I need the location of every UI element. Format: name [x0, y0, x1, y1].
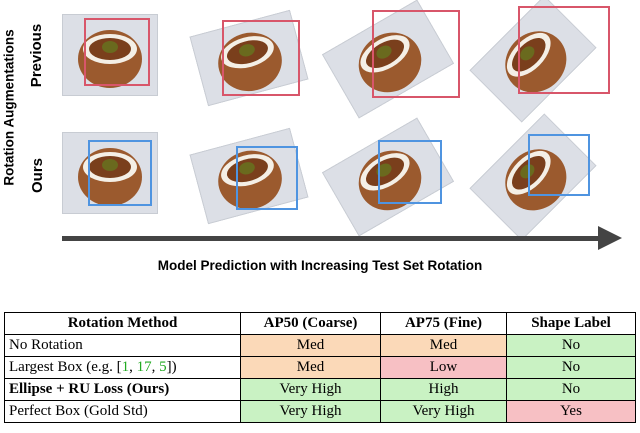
shape-label-cell: No	[506, 356, 636, 379]
shape-label-cell: No	[506, 334, 636, 357]
method-cell: Largest Box (e.g. [1, 17, 5])	[4, 356, 241, 379]
results-table: Rotation Method AP50 (Coarse) AP75 (Fine…	[4, 312, 636, 423]
table-body: No Rotation Med Med No Largest Box (e.g. [1,…	[4, 334, 636, 423]
table-row: Ellipse + RU Loss (Ours) Very High High No	[4, 378, 636, 401]
method-text: ,	[129, 359, 137, 375]
rotation-arrow-shaft	[62, 236, 602, 241]
method-text: ])	[166, 359, 177, 375]
rotation-figure: Rotation Augmentations Previous Ours Mod…	[1, 0, 622, 273]
ap75-cell: High	[380, 378, 507, 401]
bounding-box-previous-2	[222, 20, 300, 96]
shape-label-cell: Yes	[506, 400, 636, 423]
method-cell: Ellipse + RU Loss (Ours)	[4, 378, 241, 401]
ap50-cell: Very High	[240, 378, 381, 401]
thumbnail-previous-1	[62, 14, 158, 96]
ap75-cell: Low	[380, 356, 507, 379]
method-text: No Rotation	[9, 337, 83, 353]
filling-shape	[102, 41, 118, 53]
food-photo	[62, 14, 158, 96]
filling-shape	[102, 159, 118, 171]
bounding-box-previous-1	[84, 18, 150, 86]
bounding-box-ours-2	[236, 146, 298, 210]
citation-link[interactable]: 5	[159, 359, 167, 375]
table-header-row: Rotation Method AP50 (Coarse) AP75 (Fine…	[4, 312, 636, 335]
citation-link[interactable]: 17	[136, 359, 152, 375]
ap75-cell: Med	[380, 334, 507, 357]
bounding-box-ours-1	[88, 140, 152, 206]
x-axis-label: Model Prediction with Increasing Test Se…	[157, 258, 483, 273]
ap50-cell: Med	[240, 334, 381, 357]
shape-label-cell: No	[506, 378, 636, 401]
method-text: Perfect Box (Gold Std)	[9, 403, 148, 419]
rotation-arrow-head	[598, 226, 622, 250]
method-cell: Perfect Box (Gold Std)	[4, 400, 241, 423]
ap50-cell: Very High	[240, 400, 381, 423]
row-label-ours: Ours	[28, 157, 46, 193]
bounding-box-ours-4	[528, 134, 590, 196]
bounding-box-previous-4	[518, 6, 610, 94]
ap50-cell: Med	[240, 356, 381, 379]
table-row: Perfect Box (Gold Std) Very High Very High…	[4, 400, 636, 423]
bounding-box-ours-3	[378, 140, 442, 204]
row-label-previous: Previous	[28, 23, 46, 87]
method-cell: No Rotation	[4, 334, 241, 357]
method-text: Largest Box (e.g. [	[9, 359, 122, 375]
y-axis-label: Rotation Augmentations	[1, 29, 17, 186]
table-row: No Rotation Med Med No	[4, 334, 636, 357]
table-row: Largest Box (e.g. [1, 17, 5]) Med Low No	[4, 356, 636, 379]
header-rotation-method: Rotation Method	[4, 312, 241, 335]
header-ap75: AP75 (Fine)	[380, 312, 507, 335]
header-ap50: AP50 (Coarse)	[240, 312, 381, 335]
method-text: Ellipse + RU Loss (Ours)	[9, 381, 170, 397]
citation-link[interactable]: 1	[121, 359, 130, 375]
method-text: ,	[151, 359, 160, 375]
header-shape-label: Shape Label	[506, 312, 636, 335]
ap75-cell: Very High	[380, 400, 507, 423]
bounding-box-previous-3	[372, 10, 460, 98]
